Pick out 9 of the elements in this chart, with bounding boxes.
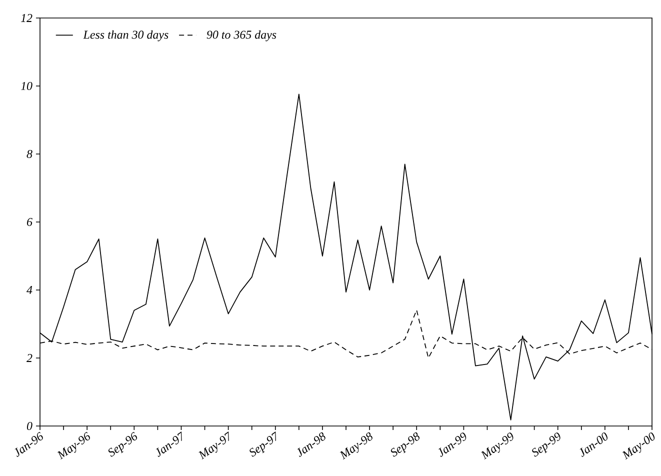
- y-tick-label: 6: [27, 218, 32, 226]
- legend-label: 90 to 365 days: [206, 30, 276, 42]
- y-tick-label: 2: [26, 354, 32, 362]
- legend-label: Less than 30 days: [83, 30, 168, 42]
- y-tick-label: 10: [20, 82, 32, 90]
- y-tick-label: 8: [26, 150, 32, 158]
- y-tick-label: 12: [20, 14, 32, 22]
- y-tick-label: 4: [26, 286, 32, 294]
- y-tick-label: 0: [26, 422, 32, 430]
